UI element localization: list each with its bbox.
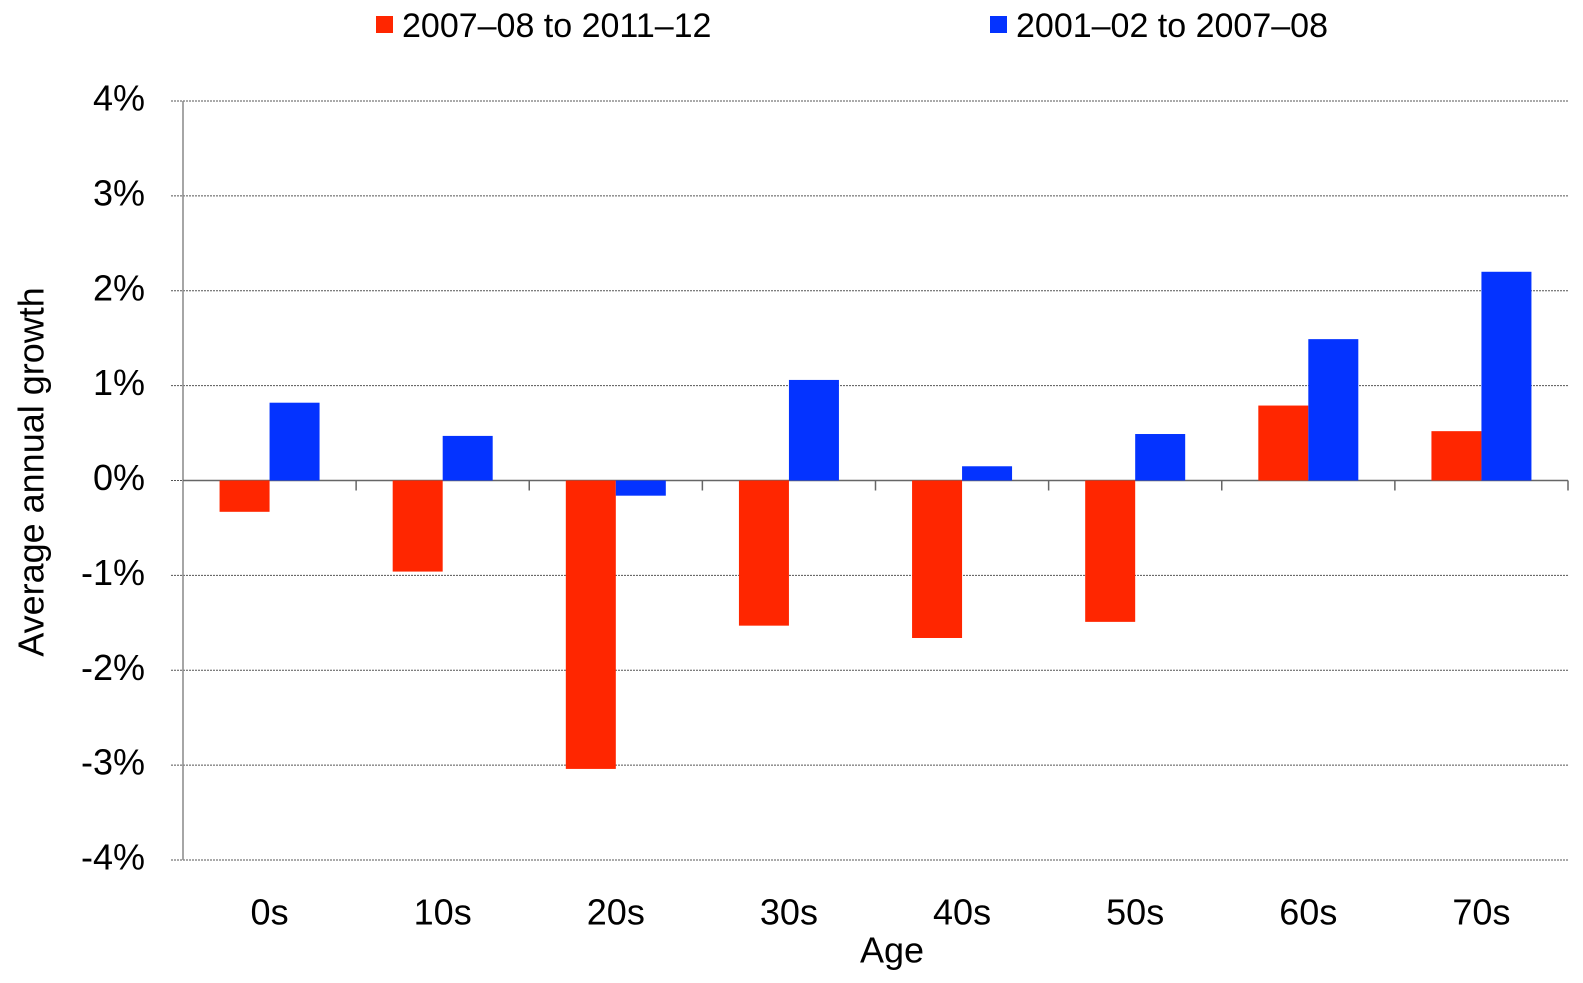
y-tick-label: 4% — [93, 78, 145, 119]
y-tick-label: -4% — [81, 837, 145, 878]
y-tick-label: 0% — [93, 457, 145, 498]
bar — [392, 480, 443, 572]
bar — [269, 402, 320, 481]
x-tick-label: 50s — [1106, 892, 1164, 933]
x-tick-label: 40s — [933, 892, 991, 933]
legend-swatch — [376, 16, 393, 33]
bar — [565, 480, 616, 769]
legend-label: 2001–02 to 2007–08 — [1016, 7, 1328, 45]
y-tick-label: 1% — [93, 362, 145, 403]
legend-swatch — [990, 16, 1007, 33]
bar — [1085, 480, 1136, 622]
x-tick-label: 0s — [251, 892, 289, 933]
x-tick-label: 70s — [1452, 892, 1510, 933]
x-tick-label: 10s — [414, 892, 472, 933]
bar — [962, 466, 1013, 481]
y-tick-label: 2% — [93, 267, 145, 308]
bar — [219, 480, 270, 512]
bar — [912, 480, 963, 638]
x-axis-title: Age — [860, 930, 924, 971]
x-tick-label: 30s — [760, 892, 818, 933]
bar — [615, 480, 666, 496]
legend-label: 2007–08 to 2011–12 — [402, 7, 711, 45]
y-tick-label: -2% — [81, 647, 145, 688]
bar — [788, 379, 839, 481]
bar — [442, 435, 493, 481]
x-tick-label: 60s — [1279, 892, 1337, 933]
bar — [1308, 339, 1359, 481]
bar — [1431, 431, 1482, 481]
y-tick-label: -3% — [81, 742, 145, 783]
y-tick-label: 3% — [93, 172, 145, 213]
bar — [738, 480, 789, 626]
bar — [1258, 405, 1309, 481]
x-tick-label: 20s — [587, 892, 645, 933]
y-axis-title: Average annual growth — [11, 287, 52, 657]
bar — [1481, 271, 1532, 481]
bar — [1135, 434, 1186, 481]
y-tick-label: -1% — [81, 552, 145, 593]
